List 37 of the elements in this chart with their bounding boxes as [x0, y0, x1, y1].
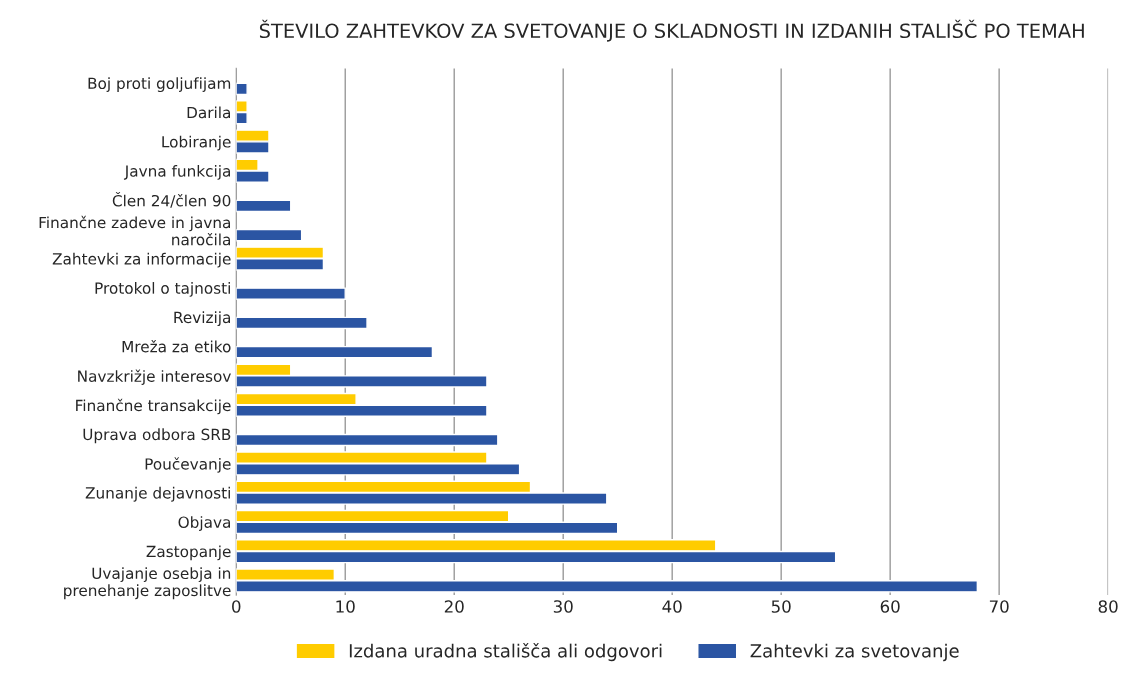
x-tick-label: 0	[232, 600, 241, 613]
y-tick-label: Javna funkcija	[123, 165, 230, 180]
y-tick-label: Darila	[187, 106, 230, 119]
y-tick-label: Poučevanje	[145, 457, 231, 473]
y-tick-label: Uprava odbora SRB	[83, 428, 231, 444]
legend-label: Zahtevki za svetovanje	[750, 643, 959, 662]
x-tick-label: 80	[1098, 600, 1118, 613]
y-tick-label: Lobiranje	[162, 135, 231, 151]
y-tick-label: Objava	[178, 516, 230, 531]
y-tick-label: Člen 24/člen 90	[112, 192, 231, 208]
bar	[236, 199, 292, 213]
y-tick-label: Finančne transakcije	[76, 398, 231, 415]
x-tick-label: 10	[336, 600, 355, 613]
x-tick-label: 50	[771, 600, 791, 613]
y-tick-label: Mreža za etiko	[122, 339, 231, 353]
y-tick-label: Protokol o tajnosti	[95, 282, 230, 297]
bar	[236, 287, 346, 300]
y-tick-label: Zastopanje	[146, 545, 231, 561]
x-tick-label: 40	[662, 600, 682, 613]
bar	[236, 228, 303, 242]
y-tick-label: Finančne zadeve in javna naročila	[39, 215, 230, 246]
x-tick-label: 20	[444, 600, 464, 613]
y-tick-label: Zunanje dejavnosti	[85, 486, 230, 502]
bar	[236, 345, 434, 359]
y-tick-label: Revizija	[174, 311, 230, 327]
bar	[236, 316, 368, 330]
y-tick-label: Zahtevki za informacije	[52, 252, 231, 268]
chart-title: ŠTEVILO ZAHTEVKOV ZA SVETOVANJE O SKLADNOSTI IN IZDANIH STALIŠČ PO TEMAH	[259, 19, 1084, 42]
bar	[236, 82, 248, 96]
x-tick-label: 70	[989, 600, 1009, 613]
y-tick-label: Boj proti goljufijam	[88, 77, 231, 93]
y-tick-label: Navzkrižje interesov	[78, 369, 231, 385]
bar	[236, 433, 499, 447]
x-tick-label: 30	[553, 600, 573, 613]
legend-label: Izdana uradna stališča ali odgovori	[349, 642, 662, 662]
y-tick-label: Uvajanje osebja in prenehanje zaposlitve	[64, 567, 231, 600]
x-tick-label: 60	[880, 600, 900, 613]
